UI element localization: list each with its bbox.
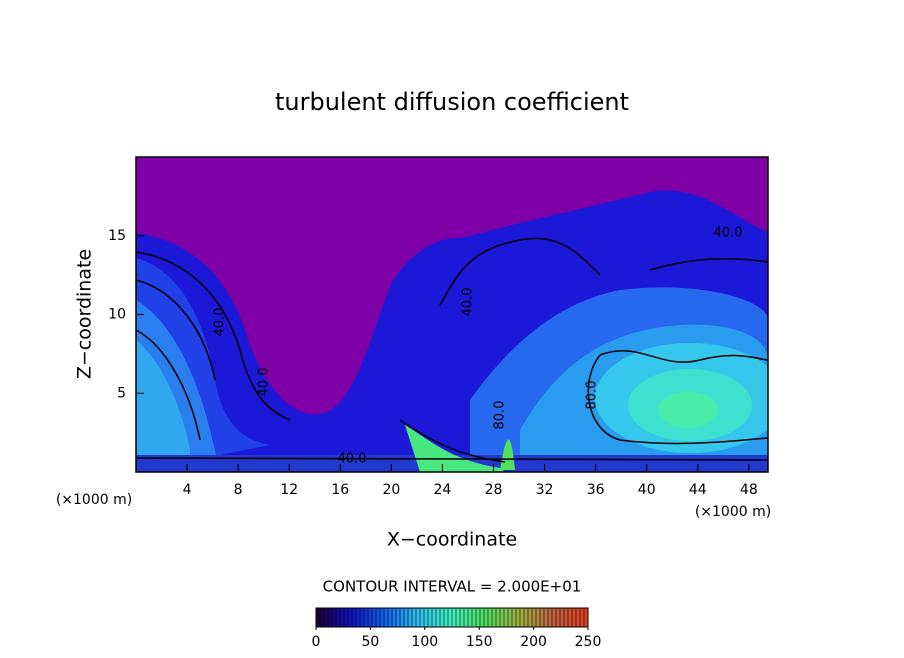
x-tick-label: 40 xyxy=(638,482,656,498)
x-tick-label: 44 xyxy=(689,482,707,498)
colorbar-tick-label: 250 xyxy=(575,634,602,650)
colorbar-tick-label: 150 xyxy=(466,634,493,650)
x-tick-label: 24 xyxy=(434,482,452,498)
x-tick-label: 4 xyxy=(183,482,192,498)
y-tick-label: 15 xyxy=(108,228,126,244)
colorbar-tick-label: 200 xyxy=(520,634,547,650)
x-tick-label: 20 xyxy=(382,482,400,498)
x-tick-label: 32 xyxy=(536,482,554,498)
colorbar-tick-label: 0 xyxy=(312,634,321,650)
contour-interval: CONTOUR INTERVAL = 2.000E+01 xyxy=(323,578,582,596)
contour-label: 80.0 xyxy=(585,381,600,410)
contour-label: 40.0 xyxy=(461,288,476,317)
colorbar-tick-label: 100 xyxy=(411,634,438,650)
x-tick-label: 8 xyxy=(234,482,243,498)
x-unit: (×1000 m) xyxy=(695,504,771,520)
y-tick-label: 5 xyxy=(117,385,126,401)
contour-label: 40.0 xyxy=(213,308,228,337)
contour-label: 40.0 xyxy=(714,226,743,241)
chart-title: turbulent diffusion coefficient xyxy=(275,88,629,116)
x-tick-label: 16 xyxy=(331,482,349,498)
contour-label: 40.0 xyxy=(257,368,272,397)
contour-label: 80.0 xyxy=(493,401,508,430)
x-tick-label: 36 xyxy=(587,482,605,498)
colorbar-tick-label: 50 xyxy=(361,634,379,650)
contour-label: 40.0 xyxy=(338,452,367,467)
y-tick-label: 10 xyxy=(108,307,126,323)
x-tick-label: 12 xyxy=(280,482,298,498)
y-unit: (×1000 m) xyxy=(56,492,132,508)
contour-field xyxy=(136,157,768,472)
x-tick-label: 48 xyxy=(740,482,758,498)
x-tick-label: 28 xyxy=(485,482,503,498)
x-axis-label: X−coordinate xyxy=(387,529,517,551)
y-axis-label: Z−coordinate xyxy=(74,249,96,379)
